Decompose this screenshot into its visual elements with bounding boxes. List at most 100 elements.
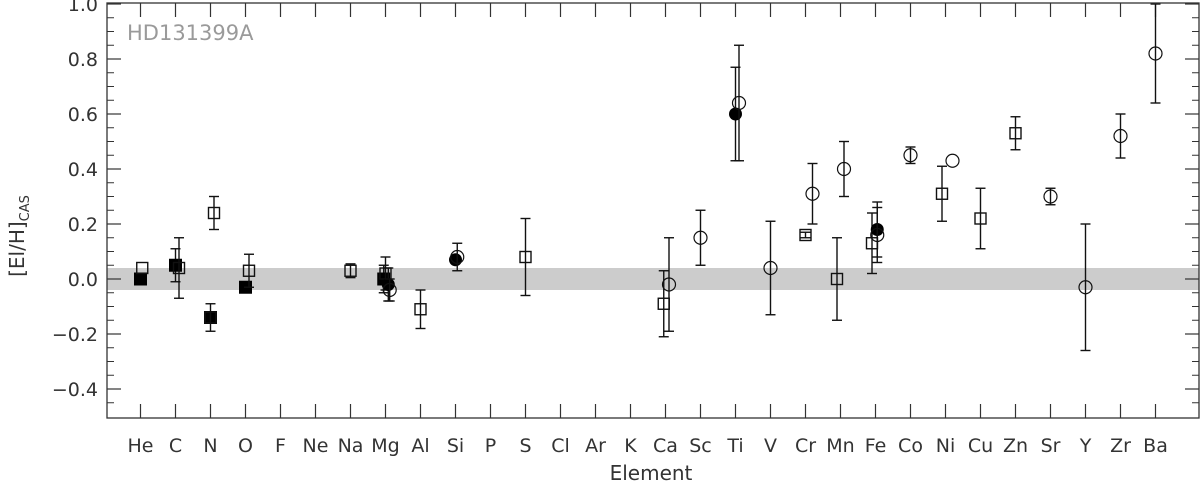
solar-reference-band xyxy=(107,268,1199,290)
x-tick-label: K xyxy=(624,435,637,457)
data-point-he xyxy=(136,261,149,275)
x-tick-label: Zr xyxy=(1110,435,1131,457)
plot-frame xyxy=(106,2,1200,419)
y-axis-title-main: [El/H] xyxy=(5,221,29,277)
data-point-mg xyxy=(381,267,395,302)
x-tick-label: Ba xyxy=(1143,435,1168,457)
data-point-cr xyxy=(805,162,820,225)
open-square-marker xyxy=(172,261,186,275)
open-circle-marker xyxy=(870,227,885,243)
data-point-ba xyxy=(1148,3,1163,104)
data-point-mn xyxy=(836,140,852,198)
data-point-sr xyxy=(1043,187,1058,206)
x-tick-label: Ar xyxy=(585,435,606,457)
data-point-mn xyxy=(830,237,844,321)
data-point-n xyxy=(204,303,217,332)
y-tick-label: 1.0 xyxy=(68,0,98,16)
open-square-marker xyxy=(204,311,217,324)
data-point-zr xyxy=(1113,113,1128,159)
open-circle-marker xyxy=(450,249,465,265)
open-circle-marker xyxy=(693,230,708,245)
x-tick-label: Si xyxy=(447,435,464,457)
data-point-co xyxy=(903,146,918,165)
open-square-marker xyxy=(1009,127,1022,140)
data-point-cr xyxy=(799,228,812,242)
x-axis: He C N O F Ne Na Mg Al Si P S Cl Ar K Ca Sc Ti V Cr Mn Fe Co Ni… xyxy=(128,3,1168,457)
open-square-marker xyxy=(830,272,844,286)
data-point-al xyxy=(414,289,427,330)
y-tick-label: 0.0 xyxy=(68,269,98,291)
x-tick-label: Y xyxy=(1079,435,1092,457)
x-tick-label: Sc xyxy=(689,435,712,457)
x-axis-title: Element xyxy=(610,461,693,483)
open-square-marker xyxy=(136,261,149,275)
data-point-he xyxy=(134,272,147,286)
x-tick-label: P xyxy=(485,435,496,457)
x-tick-label: Zn xyxy=(1003,435,1028,457)
open-circle-marker xyxy=(903,148,918,163)
x-tick-label: Al xyxy=(411,435,429,457)
data-point-ni xyxy=(945,153,960,168)
open-square-marker xyxy=(935,187,949,200)
x-tick-label: Na xyxy=(338,435,364,457)
x-tick-label: Ni xyxy=(936,435,956,457)
open-square-marker xyxy=(344,264,357,277)
data-point-ni xyxy=(935,165,949,222)
x-tick-label: Cr xyxy=(795,435,816,457)
open-circle-marker xyxy=(1078,280,1093,295)
open-circle-marker xyxy=(661,277,677,292)
filled-square-marker xyxy=(134,272,147,286)
data-point-c xyxy=(172,237,186,299)
open-square-marker xyxy=(207,206,221,220)
y-axis-title: [El/H]CAS xyxy=(5,195,33,277)
open-circle-marker xyxy=(763,260,778,276)
data-point-ti xyxy=(729,66,742,162)
data-point-ti xyxy=(731,44,747,162)
open-square-marker xyxy=(519,250,532,264)
y-axis-title-subscript: CAS xyxy=(18,195,33,221)
y-tick-label: 0.6 xyxy=(68,104,98,126)
data-points xyxy=(134,3,1163,352)
x-tick-label: He xyxy=(128,435,154,457)
open-square-marker xyxy=(414,303,427,316)
x-tick-label: Ca xyxy=(653,435,678,457)
x-tick-label: Cl xyxy=(551,435,570,457)
x-tick-label: O xyxy=(238,435,253,457)
data-point-o xyxy=(242,253,256,288)
open-square-marker xyxy=(242,264,256,277)
x-tick-label: C xyxy=(169,435,182,457)
data-point-v xyxy=(763,220,778,316)
open-circle-marker xyxy=(382,282,397,298)
data-point-s xyxy=(519,217,532,297)
data-point-fe xyxy=(865,212,879,275)
panel-label: HD131399A xyxy=(127,21,254,45)
data-point-n xyxy=(207,195,221,231)
open-circle-marker xyxy=(731,95,747,111)
open-circle-marker xyxy=(945,153,960,168)
x-tick-label: Cu xyxy=(968,435,993,457)
x-tick-label: F xyxy=(275,435,286,457)
x-tick-label: Ti xyxy=(726,435,743,457)
x-tick-label: V xyxy=(764,435,777,457)
x-tick-label: Co xyxy=(898,435,923,457)
open-square-marker xyxy=(974,212,987,225)
data-point-y xyxy=(1078,223,1093,352)
data-point-sc xyxy=(693,209,708,266)
y-tick-label: 0.4 xyxy=(68,159,98,181)
x-tick-label: Fe xyxy=(865,435,887,457)
data-point-si xyxy=(450,242,465,272)
y-tick-label: −0.4 xyxy=(52,379,98,401)
y-tick-label: −0.2 xyxy=(52,324,98,346)
x-tick-label: S xyxy=(519,435,531,457)
data-point-ca xyxy=(661,237,677,332)
open-circle-marker xyxy=(836,161,852,177)
data-point-zn xyxy=(1009,116,1022,151)
x-tick-label: N xyxy=(203,435,217,457)
x-tick-label: Mg xyxy=(371,435,399,457)
open-circle-marker xyxy=(1043,189,1058,204)
x-tick-label: Ne xyxy=(303,435,329,457)
y-axis: 1.0 0.8 0.6 0.4 0.2 0.0 −0.2 −0.4 xyxy=(52,0,1199,404)
open-circle-marker xyxy=(805,186,820,201)
solar-reference-band-layer xyxy=(107,268,1199,290)
filled-circle-marker xyxy=(381,278,395,291)
